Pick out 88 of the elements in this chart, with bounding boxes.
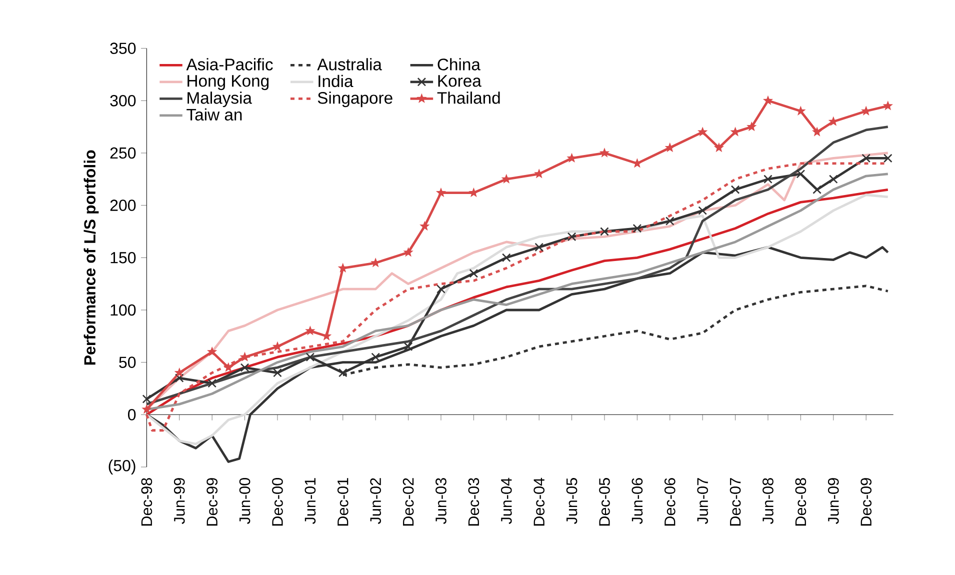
x-tick-label: Dec-04 — [534, 478, 545, 526]
point — [567, 232, 576, 242]
x-tick-label: Jun-01 — [304, 478, 316, 524]
x-tick-label: Dec-99 — [206, 478, 218, 526]
point — [338, 368, 348, 378]
x-tick-label: Dec-03 — [468, 478, 480, 526]
point — [273, 368, 282, 378]
point — [883, 154, 892, 163]
x-tick-label: Dec-07 — [730, 478, 741, 526]
x-tick-label: Dec-06 — [664, 478, 676, 526]
point — [306, 352, 315, 362]
y-tick-label: (50) — [108, 460, 136, 474]
point — [828, 174, 838, 184]
point — [534, 242, 544, 252]
point — [208, 378, 217, 388]
point — [812, 126, 822, 136]
x-tick-label: Jun-09 — [828, 478, 839, 524]
point — [174, 367, 184, 378]
point — [714, 142, 724, 152]
point — [436, 284, 446, 294]
x-tick-label: Jun-08 — [762, 478, 774, 524]
x-tick-label: Jun-99 — [174, 478, 185, 524]
x-tick-label: Jun-03 — [436, 478, 446, 524]
point — [371, 352, 380, 362]
point — [600, 227, 609, 236]
y-tick-label: 350 — [110, 42, 136, 54]
x-tick-label: Jun-06 — [632, 478, 643, 524]
point — [665, 216, 674, 226]
point — [174, 374, 184, 382]
x-tick-label: Dec-98 — [141, 478, 152, 526]
legend-label: Hong Kong — [188, 75, 269, 90]
point — [420, 220, 430, 231]
legend-label: Taiw an — [186, 108, 242, 121]
y-tick-label: 250 — [110, 147, 136, 159]
x-tick-label: Dec-02 — [402, 478, 414, 526]
point — [403, 247, 414, 257]
point — [142, 404, 152, 414]
point — [764, 174, 772, 184]
point — [502, 253, 511, 262]
point — [796, 169, 806, 178]
point — [862, 154, 871, 163]
point — [698, 206, 708, 216]
point — [305, 326, 316, 336]
point — [404, 342, 413, 352]
point — [338, 262, 348, 272]
point — [469, 268, 478, 278]
point — [746, 122, 757, 132]
y-tick-label: 50 — [119, 356, 136, 368]
legend-label: Australia — [317, 58, 382, 70]
y-tick-label: 300 — [110, 95, 136, 106]
point — [436, 187, 446, 198]
legend-label: Singapore — [318, 92, 392, 108]
point — [664, 142, 675, 152]
y-axis-title: Performance of L/S portfolio — [84, 150, 99, 365]
point — [812, 185, 822, 194]
x-tick-label: Jun-05 — [566, 478, 578, 524]
legend-label: Asia-Pacific — [186, 58, 273, 70]
point — [599, 148, 610, 158]
point — [240, 363, 250, 372]
x-tick-label: Dec-09 — [860, 478, 872, 526]
x-tick-label: Jun-07 — [697, 478, 708, 524]
x-tick-label: Dec-08 — [795, 478, 806, 526]
point — [142, 394, 152, 404]
legend-label: Thailand — [437, 92, 500, 104]
point — [632, 224, 642, 233]
y-tick-label: 150 — [110, 252, 136, 264]
x-tick-label: Dec-05 — [599, 478, 610, 526]
legend-label: Korea — [438, 75, 482, 87]
point — [534, 168, 544, 178]
y-tick-label: 100 — [110, 304, 136, 316]
x-tick-label: Dec-00 — [272, 478, 283, 526]
x-tick-label: Jun-00 — [239, 478, 250, 524]
legend-label: Malaysia — [188, 92, 252, 108]
point — [223, 362, 234, 372]
point — [501, 174, 512, 184]
y-tick-label: 0 — [128, 409, 136, 420]
point — [730, 185, 740, 194]
y-tick-label: 200 — [110, 200, 136, 211]
point — [698, 126, 708, 136]
legend-label: China — [438, 58, 480, 70]
x-tick-label: Dec-01 — [337, 478, 348, 526]
point — [272, 341, 283, 351]
x-tick-label: Jun-02 — [370, 478, 382, 524]
point — [762, 95, 774, 105]
x-tick-label: Jun-04 — [500, 478, 512, 524]
point — [882, 100, 893, 110]
legend-label: India — [318, 74, 354, 88]
point — [207, 346, 218, 356]
